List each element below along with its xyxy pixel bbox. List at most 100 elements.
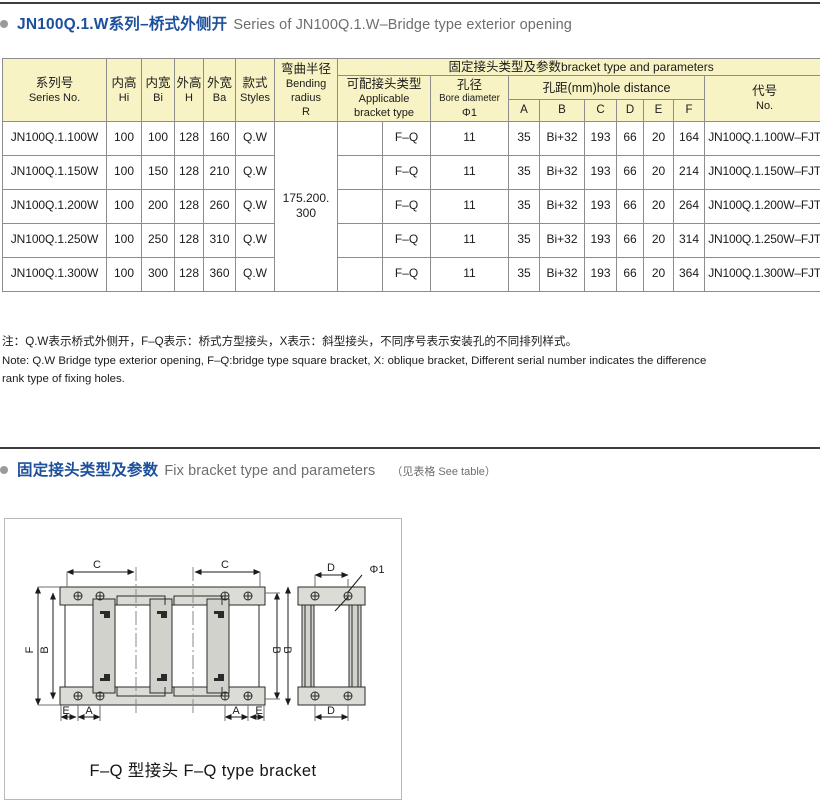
bullet-dot-icon [0,20,8,28]
bending-radius-line2: 300 [295,206,317,221]
dim-label-d-top: D [327,562,335,574]
cell-h: 128 [174,120,204,156]
col-ba-en: Ba [212,91,227,104]
cell-bracket-blank [337,222,383,258]
dim-label-d-bottom: D [327,705,335,717]
cell-bracket-blank [337,256,383,292]
dimension-lines [35,569,349,721]
col-hole-c: C [584,98,617,122]
table-row: JN100Q.1.150W 100 150 128 210 Q.W F–Q 11… [2,154,820,190]
section-2-title-en: Fix bracket type and parameters [164,463,376,479]
cell-bi: 100 [141,120,175,156]
cell-bracket-blank [337,120,383,156]
dimension-labels: C C F B B B E A A E D D Φ1 [24,559,384,717]
cell-hole-d: 66 [616,120,644,156]
col-hole-a: A [508,98,540,122]
col-bi-cn: 内宽 [145,75,171,90]
col-h-cn: 外高 [176,75,202,90]
spec-table-body: JN100Q.1.100W 100 100 128 160 Q.W 175.20… [2,120,820,292]
cell-hi: 100 [106,188,142,224]
col-hole-distance-label: 孔距(mm)hole distance [542,80,671,95]
cell-hole-e: 20 [643,188,674,224]
col-bending-radius-cn: 弯曲半径 [280,61,331,76]
dim-label-b-left: B [39,646,51,653]
cell-no: JN100Q.1.100W–FJT [703,120,820,156]
col-applicable-bracket-type: 可配接头类型 Applicable bracket type [337,75,431,122]
cell-no: JN100Q.1.250W–FJT [703,222,820,258]
cell-bracket: F–Q [382,256,431,292]
cell-ba: 160 [203,120,236,156]
cell-bore: 11 [430,188,509,224]
cell-hole-b: Bi+32 [539,120,585,156]
col-bending-radius-en3: R [302,105,310,118]
cell-h: 128 [174,256,204,292]
fq-bracket-drawing: C C F B B B E A A E D D Φ1 [24,559,384,721]
cell-hole-d: 66 [616,222,644,258]
col-hole-d: D [616,98,644,122]
col-hole-distance-group: 孔距(mm)hole distance [508,75,705,100]
table-row: JN100Q.1.100W 100 100 128 160 Q.W 175.20… [2,120,820,292]
cell-hole-e: 20 [643,256,674,292]
cell-no: JN100Q.1.200W–FJT [703,188,820,224]
dim-label-c-left: C [93,559,101,571]
cell-hole-a: 35 [508,222,540,258]
cell-bore: 11 [430,256,509,292]
cell-bi: 150 [141,154,175,190]
col-hole-f: F [673,98,705,122]
cell-no: JN100Q.1.150W–FJT [703,154,820,190]
dim-label-b-right: B [270,646,282,653]
col-series-no: 系列号 Series No. [2,58,107,122]
col-no: 代号 No. [703,75,820,122]
table-row: JN100Q.1.250W 100 250 128 310 Q.W F–Q 11… [2,222,820,258]
cell-series: JN100Q.1.100W [2,120,107,156]
cell-hole-e: 20 [643,222,674,258]
cell-hole-a: 35 [508,154,540,190]
col-bore-diameter: 孔径 Bore diameter Φ1 [430,75,509,122]
dim-label-c-right: C [221,559,229,571]
col-bending-radius-en2: radius [291,91,321,104]
col-bracket-cn: 可配接头类型 [346,77,422,92]
dim-label-e-right: E [255,705,262,717]
header-row-sub1: 可配接头类型 Applicable bracket type 孔径 Bore d… [3,75,820,122]
col-bore-en: Bore diameter [439,93,500,105]
cell-hole-f: 214 [673,154,705,190]
cell-bi: 200 [141,188,175,224]
drawing-caption: F–Q 型接头 F–Q type bracket [89,762,317,780]
table-row: JN100Q.1.300W 100 300 128 360 Q.W F–Q 11… [2,256,820,292]
dim-label-b-side: B [281,646,293,653]
cell-ba: 360 [203,256,236,292]
cell-hi: 100 [106,222,142,258]
col-no-en: No. [756,100,774,113]
group-header-bracket-params: 固定接头类型及参数bracket type and parameters [336,57,820,77]
col-bi-en: Bi [153,91,163,104]
section-2-title-note: （见表格 See table） [391,466,496,478]
cell-ba: 210 [203,154,236,190]
section-2-title-cn: 固定接头类型及参数 [17,462,159,479]
table-row: JN100Q.1.200W 100 200 128 260 Q.W F–Q 11… [2,188,820,224]
table-note: 注：Q.W表示桥式外侧开，F–Q表示：桥式方型接头，X表示：斜型接头，不同序号表… [2,333,814,389]
dim-label-f: F [24,646,36,653]
cell-hi: 100 [106,154,142,190]
cell-bracket-blank [337,188,383,224]
cell-bending-radius: 175.200. 300 [274,120,338,292]
cell-styles: Q.W [235,120,275,156]
col-no-cn: 代号 [752,84,778,99]
col-bending-radius: 弯曲半径 Bending radius R [274,58,338,122]
section-1-top-rule [0,2,820,4]
front-view [59,567,266,715]
cell-bi: 250 [141,222,175,258]
dim-label-a-right: A [232,705,240,717]
cell-series: JN100Q.1.150W [2,154,107,190]
drawing-panel: C C F B B B E A A E D D Φ1 [4,518,402,800]
cell-hole-b: Bi+32 [539,154,585,190]
cell-hole-f: 264 [673,188,705,224]
note-line-en-2: rank type of fixing holes. [2,373,125,386]
cell-bracket: F–Q [382,188,431,224]
note-line-en-1: Note: Q.W Bridge type exterior opening, … [2,354,707,367]
dim-label-a-left: A [85,705,93,717]
cell-bracket-blank [337,154,383,190]
col-styles: 款式 Styles [235,58,275,122]
mounting-hole [73,591,253,701]
cell-hole-d: 66 [616,188,644,224]
cell-hi: 100 [106,256,142,292]
